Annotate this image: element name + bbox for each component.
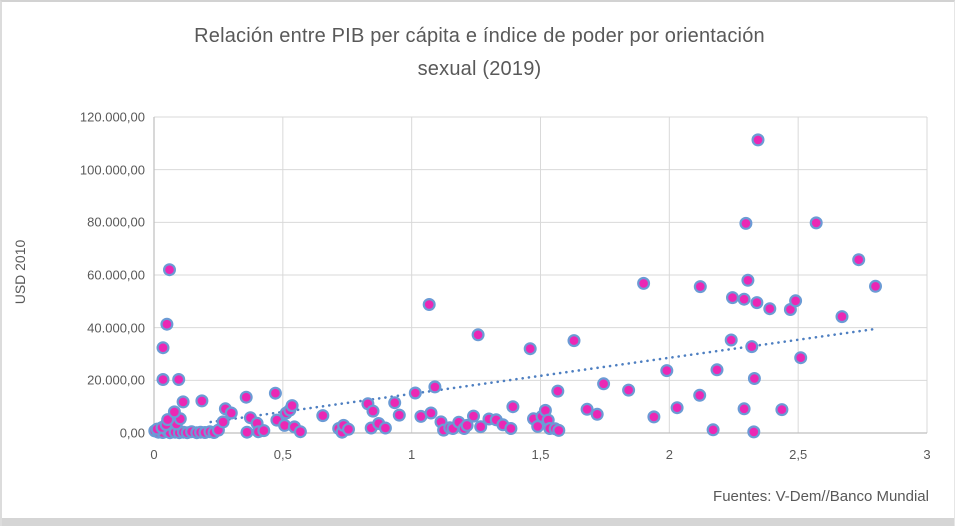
chart-title-line1: Relación entre PIB per cápita e índice d… xyxy=(194,25,765,47)
data-point xyxy=(597,377,611,391)
data-point xyxy=(428,380,442,394)
data-point xyxy=(747,372,761,386)
data-point xyxy=(794,351,808,365)
data-point xyxy=(737,292,751,306)
x-tick-label: 0 xyxy=(150,447,158,462)
data-point xyxy=(342,422,356,436)
data-point xyxy=(737,402,751,416)
data-point xyxy=(750,296,764,310)
y-tick-label: 20.000,00 xyxy=(87,372,145,388)
data-point xyxy=(467,409,481,423)
data-point xyxy=(660,364,674,378)
x-tick-label: 1,5 xyxy=(531,447,550,462)
data-point xyxy=(523,342,537,356)
data-point xyxy=(504,422,518,436)
data-point xyxy=(316,409,330,423)
data-point xyxy=(724,333,738,347)
data-point xyxy=(216,415,230,429)
data-point xyxy=(706,423,720,437)
data-point xyxy=(239,390,253,404)
data-point xyxy=(366,404,380,418)
data-point xyxy=(852,253,866,267)
data-point xyxy=(240,425,254,439)
data-point xyxy=(693,280,707,294)
data-point xyxy=(156,373,170,387)
data-point xyxy=(388,396,402,410)
data-point xyxy=(378,421,392,435)
data-point xyxy=(167,405,181,419)
data-point xyxy=(637,276,651,290)
data-point xyxy=(751,133,765,147)
data-point xyxy=(285,399,299,413)
chart-title: Relación entre PIB per cápita e índice d… xyxy=(2,20,954,86)
data-point xyxy=(725,291,739,305)
x-tick-label: 2,5 xyxy=(789,447,808,462)
data-point xyxy=(224,406,238,420)
data-point xyxy=(868,279,882,293)
data-point xyxy=(474,420,488,434)
chart-title-line2: sexual (2019) xyxy=(417,58,542,80)
data-point xyxy=(176,395,190,409)
data-point xyxy=(163,263,177,277)
data-point xyxy=(647,410,661,424)
data-point xyxy=(835,310,849,324)
data-point xyxy=(257,424,271,438)
data-point xyxy=(590,407,604,421)
data-point xyxy=(160,317,174,331)
y-tick-label: 80.000,00 xyxy=(87,214,145,230)
window-edge-bar xyxy=(2,518,954,526)
data-point xyxy=(567,334,581,348)
data-point xyxy=(551,384,565,398)
data-point xyxy=(693,388,707,402)
data-point xyxy=(506,400,520,414)
data-point xyxy=(268,386,282,400)
data-point xyxy=(408,386,422,400)
y-tick-label: 120.000,00 xyxy=(79,109,145,125)
data-point xyxy=(195,394,209,408)
data-point xyxy=(775,403,789,417)
data-point xyxy=(552,423,566,437)
data-point xyxy=(809,216,823,230)
data-point xyxy=(789,294,803,308)
data-point xyxy=(424,406,438,420)
data-point xyxy=(763,302,777,316)
x-tick-label: 3 xyxy=(923,447,931,462)
data-point xyxy=(392,408,406,422)
y-tick-label: 0,00 xyxy=(119,425,145,441)
data-point xyxy=(745,340,759,354)
data-point xyxy=(739,216,753,230)
y-tick-label: 60.000,00 xyxy=(87,267,145,283)
data-point xyxy=(471,328,485,342)
data-point xyxy=(172,373,186,387)
data-point xyxy=(580,402,594,416)
data-point xyxy=(741,273,755,287)
x-tick-label: 1 xyxy=(408,447,416,462)
data-point xyxy=(460,418,474,432)
data-point xyxy=(422,298,436,312)
data-point xyxy=(622,383,636,397)
y-tick-label: 40.000,00 xyxy=(87,320,145,336)
x-tick-label: 2 xyxy=(665,447,673,462)
y-tick-label: 100.000,00 xyxy=(79,162,145,178)
data-point xyxy=(293,425,307,439)
x-tick-label: 0,5 xyxy=(273,447,292,462)
data-point xyxy=(670,401,684,415)
data-point xyxy=(747,425,761,439)
source-caption: Fuentes: V-Dem//Banco Mundial xyxy=(713,488,929,505)
data-point xyxy=(710,363,724,377)
data-point xyxy=(156,341,170,355)
